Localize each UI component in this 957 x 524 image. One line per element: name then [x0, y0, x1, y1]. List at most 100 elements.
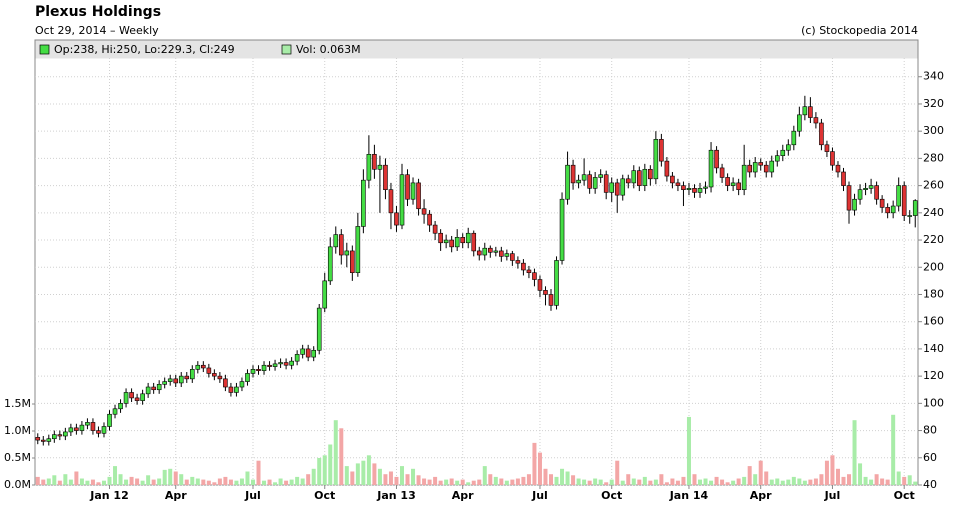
x-tick-label: Oct — [894, 489, 915, 502]
candle-body — [808, 106, 813, 118]
volume-bar — [267, 479, 272, 485]
candle-body — [576, 179, 581, 184]
volume-bar — [306, 474, 311, 485]
x-tick-label: Jul — [244, 489, 261, 502]
volume-bar — [394, 476, 399, 485]
candle-body — [289, 360, 294, 366]
candle-body — [63, 431, 68, 437]
candle-body — [653, 139, 659, 180]
volume-bar — [532, 442, 537, 485]
volume-bar — [74, 471, 79, 485]
volume-bar — [615, 460, 620, 485]
candle-body — [786, 144, 791, 151]
volume-bar — [311, 468, 316, 485]
volume-bar — [449, 478, 454, 485]
candle-body — [239, 381, 245, 388]
candle-body — [405, 174, 410, 200]
volume-bar — [593, 478, 598, 485]
candle-body — [581, 174, 587, 181]
y-tick-label: 160 — [923, 315, 944, 328]
candle-body — [427, 213, 432, 226]
volume-bar — [333, 420, 338, 485]
candle-body — [548, 294, 554, 306]
volume-layer — [35, 414, 918, 485]
candle-body — [526, 269, 532, 274]
y-tick-label: 340 — [923, 70, 944, 83]
volume-bar — [896, 471, 901, 485]
volume-bar — [786, 479, 791, 485]
candle-body — [350, 250, 355, 274]
volume-bar — [146, 475, 151, 485]
candle-body — [857, 189, 863, 200]
volume-bar — [692, 474, 697, 485]
candle-body — [532, 272, 537, 280]
candle-body — [333, 234, 339, 248]
candle-body — [774, 155, 780, 162]
volume-bar — [813, 478, 818, 485]
candle-body — [223, 378, 228, 388]
volume-bar — [113, 466, 118, 485]
volume-bar — [869, 479, 874, 485]
plot-area — [34, 39, 919, 486]
x-tick-label: Jul — [824, 489, 841, 502]
candle-body — [852, 198, 857, 211]
volume-bar — [422, 478, 427, 485]
volume-bar — [626, 474, 631, 485]
y2-tick-label: 1.5M — [4, 397, 31, 410]
volume-bar — [747, 466, 752, 485]
volume-bar — [880, 478, 885, 485]
candle-body — [383, 164, 388, 190]
x-tick-label: Oct — [314, 489, 335, 502]
y-tick-label: 180 — [923, 287, 944, 300]
candle-body — [145, 386, 151, 395]
volume-bar — [515, 478, 520, 485]
candle-body — [692, 188, 697, 193]
volume-bar — [206, 480, 211, 485]
candle-body — [642, 168, 648, 186]
volume-bar — [824, 460, 829, 485]
candle-body — [454, 237, 460, 248]
volume-bar — [79, 478, 84, 485]
candle-body — [819, 122, 824, 146]
candle-body — [217, 375, 223, 380]
volume-bar — [675, 480, 680, 485]
candle-body — [74, 427, 79, 431]
volume-bar — [173, 471, 178, 485]
volume-bar — [742, 476, 747, 485]
candle-body — [504, 253, 510, 257]
candle-body — [708, 149, 714, 188]
volume-bar — [526, 474, 531, 485]
volume-bar — [791, 476, 796, 485]
volume-bar — [504, 480, 509, 485]
legend-price: Op:238, Hi:250, Lo:229.3, Cl:249 — [54, 43, 235, 56]
candle-body — [156, 383, 162, 391]
x-tick-label: Apr — [750, 489, 772, 502]
volume-bar — [477, 479, 482, 485]
x-tick-label: Oct — [601, 489, 622, 502]
volume-bar — [377, 468, 382, 485]
y-tick-label: 100 — [923, 396, 944, 409]
candle-body — [747, 164, 752, 173]
volume-bar — [609, 479, 614, 485]
candle-body — [322, 280, 328, 309]
volume-bar — [885, 479, 890, 485]
volume-bar — [769, 479, 774, 485]
volume-bar — [797, 478, 802, 485]
volume-bar — [223, 476, 228, 485]
candle-body — [372, 154, 377, 170]
volume-bar — [339, 428, 344, 485]
candle-body — [664, 160, 670, 177]
volume-bar — [35, 476, 40, 485]
volume-bar — [460, 479, 465, 485]
candle-body — [399, 174, 405, 226]
volume-bar — [681, 476, 686, 485]
candle-body — [178, 375, 184, 384]
volume-bar — [284, 480, 289, 485]
volume-bar — [653, 479, 658, 485]
volume-bar — [758, 460, 763, 485]
candle-body — [603, 174, 609, 193]
y-tick-label: 200 — [923, 260, 944, 273]
candle-body — [112, 408, 118, 415]
volume-bar — [731, 480, 736, 485]
x-tick-label: Jan 13 — [376, 489, 415, 502]
